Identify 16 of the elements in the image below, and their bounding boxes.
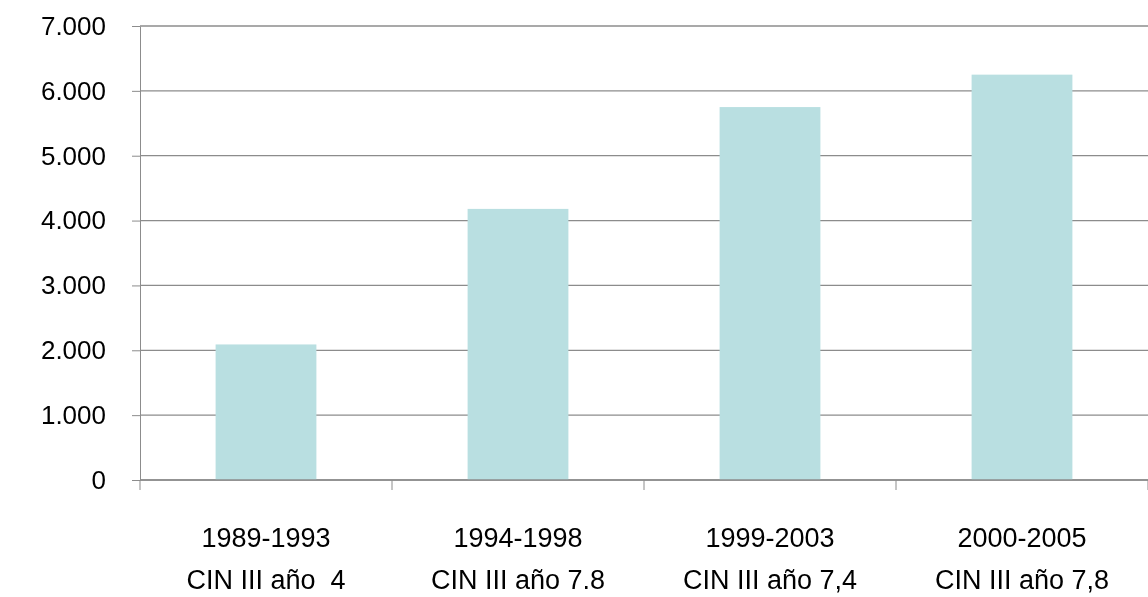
x-tick-label: 1994-1998 CIN III año 7.8 [430, 523, 606, 595]
y-tick-label: 5.000 [40, 140, 106, 171]
y-tick-label: 2.000 [40, 335, 106, 366]
y-tick-label: 3.000 [40, 270, 106, 301]
y-tick-label: 7.000 [40, 10, 106, 41]
x-tick-label: 1989-1993 CIN III año 4 [186, 523, 346, 595]
bar [971, 74, 1073, 480]
x-tick-label: 1999-2003 CIN III año 7,4 [682, 523, 858, 595]
y-tick-label: 4.000 [40, 205, 106, 236]
y-tick-label: 6.000 [40, 75, 106, 106]
y-tick-label: 0 [91, 464, 106, 495]
x-tick-label: 2000-2005 CIN III año 7,8 [934, 523, 1110, 595]
bar [215, 344, 317, 480]
y-tick-label: 1.000 [40, 399, 106, 430]
bar [719, 107, 821, 480]
bar [467, 208, 569, 480]
